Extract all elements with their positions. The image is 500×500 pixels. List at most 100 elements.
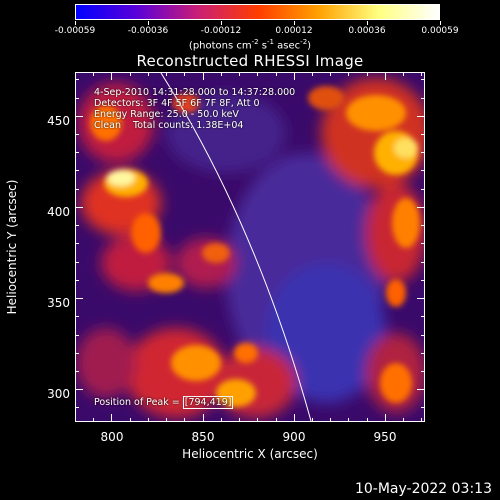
x-tick-mark (366, 418, 368, 422)
x-tick-mark (366, 72, 368, 76)
y-tick-label: 450 (47, 114, 70, 128)
y-tick-mark (75, 133, 79, 135)
info-clean: Clean Total counts: 1.38E+04 (94, 120, 244, 131)
x-tick-mark (184, 72, 186, 76)
y-tick-mark (421, 133, 425, 135)
y-tick-mark (75, 152, 79, 154)
x-tick-mark (93, 418, 95, 422)
x-tick-mark (348, 418, 350, 422)
emission-hotspots (90, 86, 420, 407)
y-tick-mark (75, 407, 79, 409)
y-tick-mark (75, 370, 79, 372)
y-tick-mark (421, 243, 425, 245)
colorbar-tick-label: -0.00059 (54, 26, 96, 36)
y-tick-mark (421, 170, 425, 172)
y-tick-mark (75, 79, 79, 81)
y-tick-mark (75, 97, 79, 99)
colorbar-tick-mark (294, 21, 295, 25)
y-tick-mark (421, 188, 425, 190)
y-tick-mark (421, 225, 425, 227)
x-tick-mark (239, 418, 241, 422)
x-tick-label: 900 (282, 430, 306, 444)
peak-label: Position of Peak = (94, 397, 183, 408)
y-tick-mark (417, 206, 425, 208)
y-tick-mark (75, 298, 83, 300)
y-tick-mark (75, 389, 83, 391)
x-tick-mark (147, 72, 149, 76)
rhessi-image (76, 73, 424, 421)
colorbar-tick-mark (440, 21, 441, 25)
x-tick-mark (147, 418, 149, 422)
info-detectors: Detectors: 3F 4F 5F 6F 7F 8F, Att 0 (94, 98, 260, 109)
x-tick-mark (384, 414, 386, 422)
units-text: ) (307, 40, 312, 52)
x-tick-mark (330, 418, 332, 422)
x-tick-mark (275, 72, 277, 76)
y-tick-label: 350 (47, 296, 70, 310)
x-tick-mark (348, 72, 350, 76)
x-tick-mark (220, 418, 222, 422)
y-tick-mark (421, 261, 425, 263)
y-tick-mark (75, 261, 79, 263)
y-tick-mark (421, 352, 425, 354)
x-tick-mark (111, 414, 113, 422)
units-text: asec (274, 40, 301, 52)
y-tick-mark (75, 279, 79, 281)
y-tick-label: 400 (47, 205, 70, 219)
colorbar (75, 4, 440, 20)
units-text: s (258, 40, 268, 52)
y-tick-mark (75, 316, 79, 318)
x-tick-mark (421, 72, 423, 76)
x-tick-mark (166, 72, 168, 76)
x-tick-mark (111, 72, 113, 80)
solar-limb-line (160, 73, 312, 421)
x-tick-mark (184, 418, 186, 422)
x-tick-mark (129, 72, 131, 76)
colorbar-tick-label: -0.00012 (200, 26, 242, 36)
y-tick-label: 300 (47, 387, 70, 401)
x-tick-mark (421, 418, 423, 422)
info-energy: Energy Range: 25.0 - 50.0 keV (94, 109, 239, 120)
x-tick-mark (257, 418, 259, 422)
x-tick-mark (311, 72, 313, 76)
y-tick-mark (75, 352, 79, 354)
y-tick-mark (75, 115, 83, 117)
x-axis-label: Heliocentric X (arcsec) (182, 447, 318, 461)
x-tick-mark (275, 418, 277, 422)
y-tick-mark (75, 334, 79, 336)
y-tick-mark (417, 115, 425, 117)
x-tick-mark (311, 418, 313, 422)
units-exponent: -1 (267, 38, 274, 46)
x-tick-label: 800 (100, 430, 124, 444)
y-tick-mark (421, 370, 425, 372)
x-tick-mark (403, 72, 405, 76)
x-tick-mark (93, 72, 95, 76)
colorbar-tick-label: 0.00012 (275, 26, 313, 36)
colorbar-tick-label: -0.00036 (127, 26, 169, 36)
y-tick-mark (417, 389, 425, 391)
x-tick-mark (330, 72, 332, 76)
timestamp: 10-May-2022 03:13 (354, 481, 492, 497)
colorbar-tick-mark (148, 21, 149, 25)
image-title: Reconstructed RHESSI Image (136, 52, 364, 70)
y-tick-mark (421, 279, 425, 281)
peak-position: Position of Peak = [794,419] (94, 396, 234, 409)
x-tick-mark (202, 72, 204, 80)
units-text: (photons cm (188, 40, 252, 52)
x-tick-mark (220, 72, 222, 76)
y-tick-mark (75, 243, 79, 245)
x-tick-label: 850 (191, 430, 215, 444)
y-tick-mark (417, 298, 425, 300)
units-exponent: -2 (251, 38, 259, 46)
colorbar-tick-mark (75, 21, 76, 25)
x-tick-mark (202, 414, 204, 422)
peak-value: [794,419] (182, 396, 234, 409)
x-tick-mark (384, 72, 386, 80)
y-tick-mark (75, 206, 83, 208)
y-tick-mark (421, 152, 425, 154)
colorbar-units: (photons cm-2 s-1 asec-2) (0, 38, 500, 51)
colorbar-tick-label: 0.00036 (348, 26, 386, 36)
colorbar-tick-mark (221, 21, 222, 25)
x-tick-mark (166, 418, 168, 422)
x-tick-mark (257, 72, 259, 76)
